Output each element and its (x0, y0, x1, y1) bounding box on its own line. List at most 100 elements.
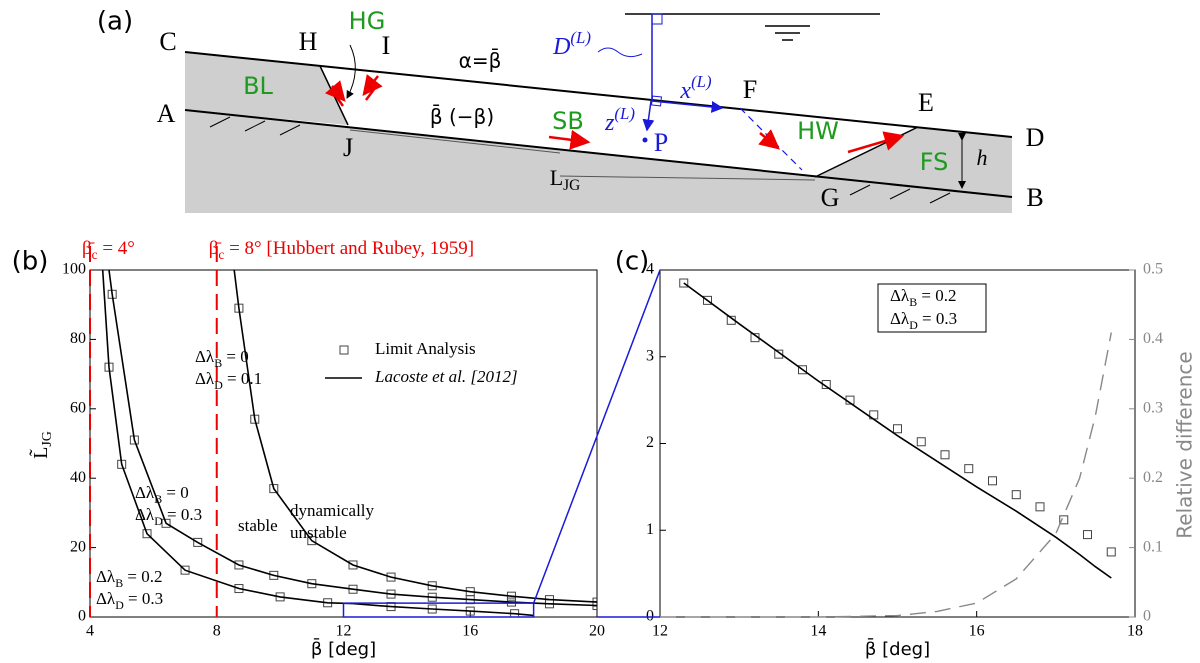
axis-label-part: z (604, 110, 615, 136)
annotation-part: Δλ (135, 483, 155, 502)
y-tick-label: 1 (646, 521, 654, 538)
y-tick-label: 4 (646, 261, 654, 278)
marker (234, 560, 244, 570)
point-label: B (1026, 183, 1043, 212)
marker (988, 476, 997, 486)
annotation: ΔλB = 0.2 (96, 567, 162, 590)
point-label: E (918, 88, 934, 117)
marker (1059, 515, 1069, 525)
legend-label: ΔλD = 0.3 (890, 309, 957, 332)
legend-label-part: = 0.2 (917, 286, 956, 305)
y2-tick-label: 0.5 (1143, 261, 1163, 278)
annotation-part: Δλ (96, 567, 116, 586)
marker (679, 278, 689, 288)
marker (307, 536, 317, 546)
depth-label: D(L) (552, 28, 591, 60)
y2-tick-label: 0.1 (1143, 538, 1163, 555)
annotation: ΔλB = 0 (195, 347, 249, 370)
point-label: A (157, 99, 176, 128)
axis-label-part: x (679, 78, 691, 104)
marker (916, 437, 926, 447)
angle-label: α=β̄ (459, 48, 502, 73)
x-tick-label: 8 (213, 623, 221, 640)
annotation-part: D (214, 378, 223, 392)
legend-swatch (339, 345, 349, 355)
point-label: G (821, 183, 840, 212)
marker (1083, 530, 1092, 540)
marker (964, 464, 974, 474)
panel-label: (b) (12, 247, 49, 277)
critical-label-part: = 4° (98, 238, 135, 259)
annotation-part: Δλ (195, 369, 215, 388)
critical-label-part: c (92, 247, 98, 262)
y-tick-label: 40 (70, 469, 86, 486)
annotation-part: = 0 (222, 347, 249, 366)
critical-label: β̄c = 8° [Hubbert and Rubey, 1959] (209, 238, 474, 262)
y-tick-label: 100 (62, 261, 86, 278)
y-axis-label-part: JG (40, 431, 55, 447)
curve (101, 270, 534, 617)
diagram-shapes (184, 13, 1013, 213)
legend-box (877, 283, 987, 333)
legend-label-part: Δλ (890, 309, 910, 328)
panel-label: (a) (97, 7, 133, 37)
annotation-part: B (154, 492, 162, 506)
annotation-part: = 0.3 (163, 505, 202, 524)
curve (683, 282, 1112, 579)
legend-label: Limit Analysis (375, 339, 476, 358)
plot-frame (89, 269, 598, 618)
x-tick-label: 18 (1127, 623, 1143, 640)
legend-label-part: = 0.3 (918, 309, 957, 328)
annotation-part: Δλ (195, 347, 215, 366)
curve (660, 332, 1112, 618)
point-label: C (159, 27, 176, 56)
x-tick-label: 16 (462, 623, 478, 640)
annotation: dynamically (290, 501, 375, 520)
point-label: P (654, 128, 668, 157)
panel-label: (c) (615, 247, 650, 277)
annotation-part: = 0.2 (123, 567, 162, 586)
x-tick-label: 12 (336, 623, 352, 640)
critical-label-part: β̄ (82, 238, 95, 259)
legend-label-part: Δλ (890, 286, 910, 305)
y-tick-label: 0 (78, 608, 86, 625)
marker (180, 565, 190, 575)
depth-label-part: D (552, 34, 570, 60)
marker (798, 365, 807, 375)
marker (348, 560, 358, 570)
marker (161, 518, 171, 528)
y-tick-label: 80 (70, 330, 86, 347)
annotation: ΔλD = 0.1 (195, 369, 262, 392)
point-label: H (299, 27, 318, 56)
thickness-label: h (977, 145, 988, 170)
y-tick-label: 2 (646, 434, 654, 451)
zone-label: SB (552, 107, 584, 135)
y-axis-label-part: L̃ (28, 447, 52, 459)
marker (774, 349, 784, 359)
annotation-part: = 0 (162, 483, 189, 502)
zone-label: HW (797, 117, 839, 145)
length-label: LJG (550, 165, 581, 193)
annotation-part: = 0.1 (223, 369, 262, 388)
y2-tick-label: 0.2 (1143, 469, 1163, 486)
legend-label-part: B (909, 295, 917, 309)
x-tick-label: 12 (652, 623, 668, 640)
y-tick-label: 20 (70, 538, 86, 555)
annotation-part: D (154, 514, 163, 528)
axis-label-part: (L) (691, 72, 712, 91)
point-label: D (1026, 123, 1045, 152)
annotation-part: Δλ (96, 589, 116, 608)
annotation-part: B (214, 356, 222, 370)
marker (893, 424, 902, 434)
marker (269, 484, 279, 494)
critical-label: β̄c = 4° (82, 238, 135, 262)
marker (1011, 490, 1021, 500)
marker (703, 295, 712, 305)
annotation: ΔλD = 0.3 (135, 505, 202, 528)
x-tick-label: 20 (589, 623, 605, 640)
y2-tick-label: 0 (1143, 608, 1151, 625)
axis-label: z(L) (604, 104, 635, 136)
marker (1106, 547, 1116, 557)
point-label: J (343, 133, 353, 162)
